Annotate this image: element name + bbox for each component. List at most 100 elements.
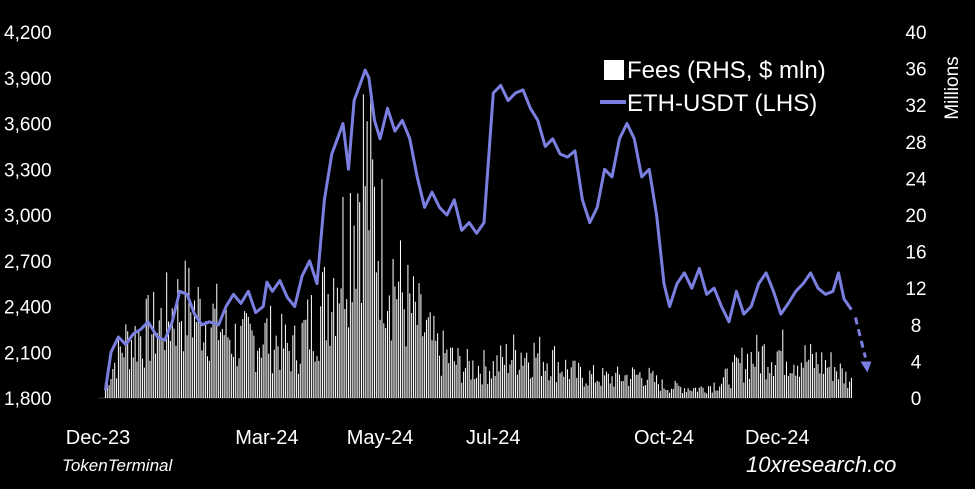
brand-label: 10xresearch.co [746,452,897,477]
fees-bar [108,385,110,398]
fees-bar [464,368,466,398]
fees-bar [117,336,119,398]
fees-bar [691,391,693,398]
left-tick-label: 2,700 [4,252,52,273]
fees-bar [574,360,576,398]
fees-bar [470,379,472,398]
fees-bar [704,392,706,398]
fees-bar [503,364,505,398]
fees-bar [370,98,372,399]
fees-bar [756,334,758,398]
fees-bar [277,346,279,398]
fees-bar [587,385,589,398]
fees-bar [767,367,769,398]
fees-bar [140,336,142,398]
eth-line-layer [103,68,872,391]
fees-bar [457,348,459,398]
fees-bar [364,186,366,398]
fees-bar [490,378,492,398]
fees-bar [667,390,669,398]
fees-bar [709,386,711,398]
fees-bar [201,350,203,398]
fees-bar [303,320,305,398]
fees-bar [502,357,504,398]
fees-bar [138,331,140,398]
x-tick-label: May-24 [347,427,414,449]
fees-bar [284,324,286,398]
legend-fees-label: Fees (RHS, $ mln) [627,57,826,84]
fees-bar [431,340,433,398]
fees-bar [607,373,609,398]
fees-bar [327,294,329,398]
fees-bar [214,308,216,398]
fees-bar [515,349,517,398]
fees-bar [539,336,541,398]
fees-bar [528,362,530,398]
fees-bar [244,311,246,398]
fees-bar [765,379,767,398]
legend-fees-swatch [604,60,624,80]
fees-bar [463,371,465,398]
fees-bar [273,349,275,398]
fees-bar [149,360,151,398]
fees-bar [702,387,704,398]
fees-bar [832,381,834,398]
fees-bar [156,333,158,398]
fees-bar [754,366,756,398]
fees-bar [652,370,654,398]
fees-bar [732,362,734,398]
fees-bar [719,386,721,398]
right-tick-label: 32 [905,96,926,117]
fees-bar [659,390,661,398]
fees-bar [292,335,294,398]
fees-bar [375,272,377,398]
fees-bar [142,358,144,398]
fees-bar [635,374,637,398]
right-tick-label: 36 [905,60,926,81]
x-tick-label: Dec-24 [745,427,809,449]
fees-bar [385,327,387,398]
right-tick-label: 12 [905,279,926,300]
fees-bar [772,376,775,398]
fees-bar [850,377,852,398]
fees-bar [568,379,570,398]
fees-bar [674,380,676,398]
fees-bar [409,293,411,398]
fees-bar [479,373,481,398]
fees-bar [407,264,409,398]
fees-bar [258,347,260,398]
fees-bar [722,377,724,398]
fees-bar [305,319,307,398]
right-tick-label: 4 [911,352,922,373]
fees-bar [678,385,680,398]
fees-bar [576,377,578,398]
fees-bar [253,335,255,398]
fees-bar [813,367,815,398]
fees-bar [810,343,812,398]
fees-bar [717,390,719,398]
fees-bar [320,306,322,398]
fees-bar [581,377,583,398]
fees-bar [381,179,383,398]
fees-bar [594,382,596,398]
fees-bar [231,353,233,398]
fees-bar [600,385,602,398]
fees-bar [477,365,479,398]
fees-bar [748,378,750,398]
fees-bar [297,373,299,398]
fees-bar [362,94,364,398]
fees-bar [637,374,639,398]
fees-bar [680,386,682,398]
fees-bar [774,365,776,398]
fees-bar [264,322,266,398]
fees-bar [399,240,402,398]
left-tick-label: 4,200 [4,23,52,44]
fees-bar [169,340,171,398]
fees-bar [119,346,121,398]
fees-bar [221,328,223,398]
fees-bar [769,373,771,398]
fees-bar [420,294,422,398]
fees-bar [281,313,283,398]
fees-bar [661,379,663,398]
fees-bar [561,371,563,398]
